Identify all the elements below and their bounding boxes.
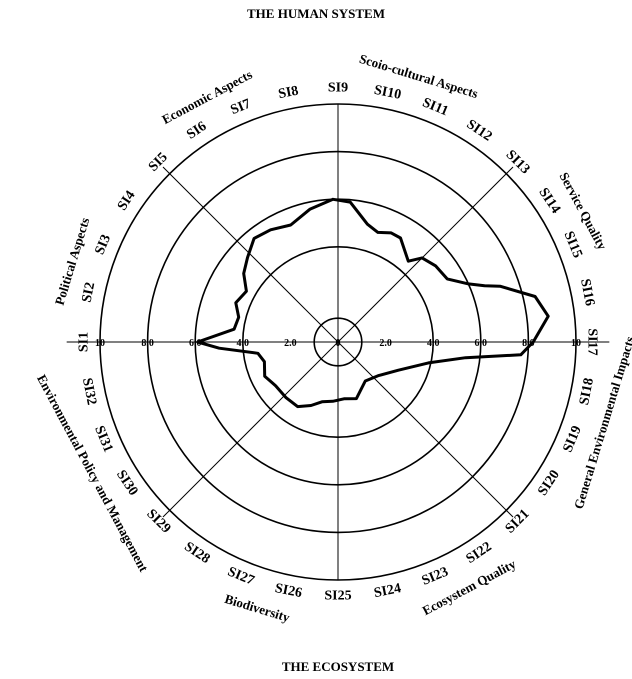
indicator-label: SI31: [91, 424, 115, 455]
tick-label: 2.0: [284, 338, 297, 349]
indicator-label: SI9: [328, 81, 348, 96]
indicator-label: SI23: [420, 565, 451, 589]
tick-label: 2.0: [379, 338, 392, 349]
top-title: THE HUMAN SYSTEM: [247, 6, 385, 21]
indicator-label: SI30: [113, 468, 141, 499]
indicator-label: SI18: [577, 377, 597, 407]
tick-label: 6.0: [475, 338, 488, 349]
indicator-label: SI27: [225, 565, 256, 589]
indicator-label: SI17: [585, 328, 600, 355]
axis-tick-labels: 10 8.0 6.0 4.0 2.0 0 2.0 4.0 6.0 8.0 10: [95, 338, 581, 349]
group-label: Ecosystem Quality: [420, 556, 519, 618]
tick-label: 8.0: [141, 338, 154, 349]
tick-label: 8.0: [522, 338, 535, 349]
indicator-label: SI3: [93, 233, 115, 257]
indicator-label: SI14: [535, 185, 563, 216]
tick-label: 10: [95, 338, 105, 349]
indicator-label: SI25: [324, 589, 351, 604]
tick-label: 6.0: [189, 338, 202, 349]
indicator-label: SI4: [115, 188, 139, 213]
data-series-line: [196, 197, 550, 409]
indicator-label: SI8: [277, 84, 300, 103]
axis-line-3: [162, 166, 514, 518]
indicator-label: SI12: [464, 117, 495, 145]
tick-label: 4.0: [237, 338, 250, 349]
tick-label: 10: [571, 338, 581, 349]
indicator-label: SI32: [79, 377, 99, 407]
indicator-label: SI22: [464, 539, 495, 567]
group-label: Economic Aspects: [159, 67, 254, 127]
indicator-label: SI10: [373, 83, 403, 103]
radar-grid: [66, 103, 610, 581]
indicator-label: SI1: [77, 332, 92, 352]
indicator-label: SI6: [184, 119, 209, 143]
tick-label: 0: [336, 338, 341, 349]
indicator-label: SI11: [420, 95, 450, 119]
indicator-label: SI15: [561, 229, 585, 260]
indicator-label: SI24: [373, 581, 403, 601]
group-label: General Environmental Impacts: [571, 335, 632, 511]
indicator-label: SI7: [229, 97, 253, 119]
tick-label: 4.0: [427, 338, 440, 349]
bottom-title: THE ECOSYSTEM: [282, 659, 394, 674]
indicator-label: SI16: [577, 278, 597, 308]
indicator-label: SI28: [181, 539, 212, 567]
indicator-label: SI26: [274, 581, 304, 601]
indicator-label: SI19: [561, 424, 585, 455]
indicator-label: SI20: [535, 468, 563, 499]
indicator-label: SI2: [80, 281, 99, 304]
